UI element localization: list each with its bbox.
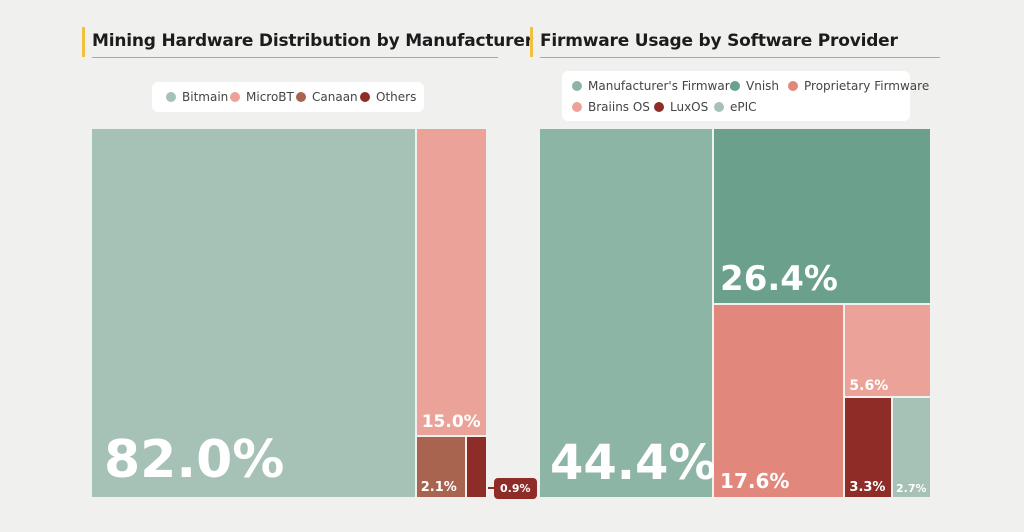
title-accent-bar (530, 27, 533, 57)
treemap-cell-vnish[interactable]: 26.4% (714, 129, 930, 303)
treemap-cell-proprietary-firmware[interactable]: 17.6% (714, 304, 844, 497)
legend-item-braiins-os[interactable]: Braiins OS (572, 100, 650, 114)
legend-swatch (166, 92, 176, 102)
firmware-chart-title: Firmware Usage by Software Provider (540, 31, 898, 51)
treemap-cell-canaan[interactable]: 2.1% (416, 437, 465, 497)
hardware-chart-title: Mining Hardware Distribution by Manufact… (92, 31, 533, 51)
treemap-cell-label: 17.6% (720, 468, 790, 493)
legend-swatch (360, 92, 370, 102)
legend-label: Manufacturer's Firmware (588, 79, 737, 93)
title-underline (92, 57, 498, 58)
legend-swatch (296, 92, 306, 102)
treemap-cell-label: 82.0% (104, 430, 285, 490)
treemap-cell-label: 3.3% (849, 479, 886, 495)
treemap-cell-luxos[interactable]: 3.3% (845, 398, 892, 497)
legend-label: Vnish (746, 79, 780, 93)
legend-label: Canaan (312, 90, 358, 104)
treemap-cell-label: 5.6% (849, 378, 889, 395)
legend-swatch (788, 81, 798, 91)
legend-swatch (654, 102, 664, 112)
treemap-cell-label: 26.4% (720, 258, 839, 299)
treemap-cell-label: 2.7% (896, 481, 927, 495)
legend-swatch (714, 102, 724, 112)
legend-item-others[interactable]: Others (360, 90, 416, 104)
legend-swatch (730, 81, 740, 91)
legend-label: Braiins OS (588, 100, 650, 114)
legend-item-manufacturer-s-firmware[interactable]: Manufacturer's Firmware (572, 79, 737, 93)
treemap-cell-others[interactable] (466, 437, 486, 497)
legend-label: ePIC (730, 100, 757, 114)
title-underline (540, 57, 940, 58)
legend-item-vnish[interactable]: Vnish (730, 79, 779, 93)
treemap-cell-braiins-os[interactable]: 5.6% (845, 304, 930, 397)
treemap-cell-epic[interactable]: 2.7% (893, 398, 930, 497)
legend-item-luxos[interactable]: LuxOS (654, 100, 708, 114)
treemap-cell-label: 44.4% (550, 435, 717, 491)
firmware-chart-panel: Firmware Usage by Software Provider Manu… (520, 0, 1024, 532)
legend-label: MicroBT (246, 90, 294, 104)
hardware-treemap: 82.0% 15.0% 2.1% (92, 129, 488, 499)
others-callout-label: 0.9% (494, 478, 537, 499)
firmware-legend: Manufacturer's Firmware Vnish Proprietary … (562, 71, 929, 121)
legend-label: LuxOS (670, 100, 709, 114)
treemap-cell-label: 15.0% (421, 412, 481, 433)
legend-swatch (572, 102, 582, 112)
treemap-cell-microbt[interactable]: 15.0% (416, 129, 486, 436)
hardware-chart-panel: Mining Hardware Distribution by Manufact… (82, 27, 537, 499)
legend-item-epic[interactable]: ePIC (714, 100, 757, 114)
legend-swatch (230, 92, 240, 102)
treemap-cell-manufacturer-s-firmware[interactable]: 44.4% (540, 129, 717, 497)
legend-label: Bitmain (182, 90, 229, 104)
legend-swatch (572, 81, 582, 91)
legend-label: Others (376, 90, 417, 104)
others-callout-line (488, 487, 496, 489)
treemap-cell-bitmain[interactable]: 82.0% (92, 129, 415, 497)
legend-item-canaan[interactable]: Canaan (296, 90, 358, 104)
legend-item-proprietary-firmware[interactable]: Proprietary Firmware (788, 79, 929, 93)
legend-item-bitmain[interactable]: Bitmain (166, 90, 228, 104)
legend-label: Proprietary Firmware (804, 79, 930, 93)
firmware-treemap: 44.4% 26.4% 17.6% 5.6% 3.3% 2.7% (540, 129, 932, 499)
title-accent-bar (82, 27, 85, 57)
treemap-cell-label: 2.1% (420, 479, 457, 495)
legend-item-microbt[interactable]: MicroBT (230, 90, 294, 104)
hardware-legend: Bitmain MicroBT Canaan Others (152, 82, 424, 112)
